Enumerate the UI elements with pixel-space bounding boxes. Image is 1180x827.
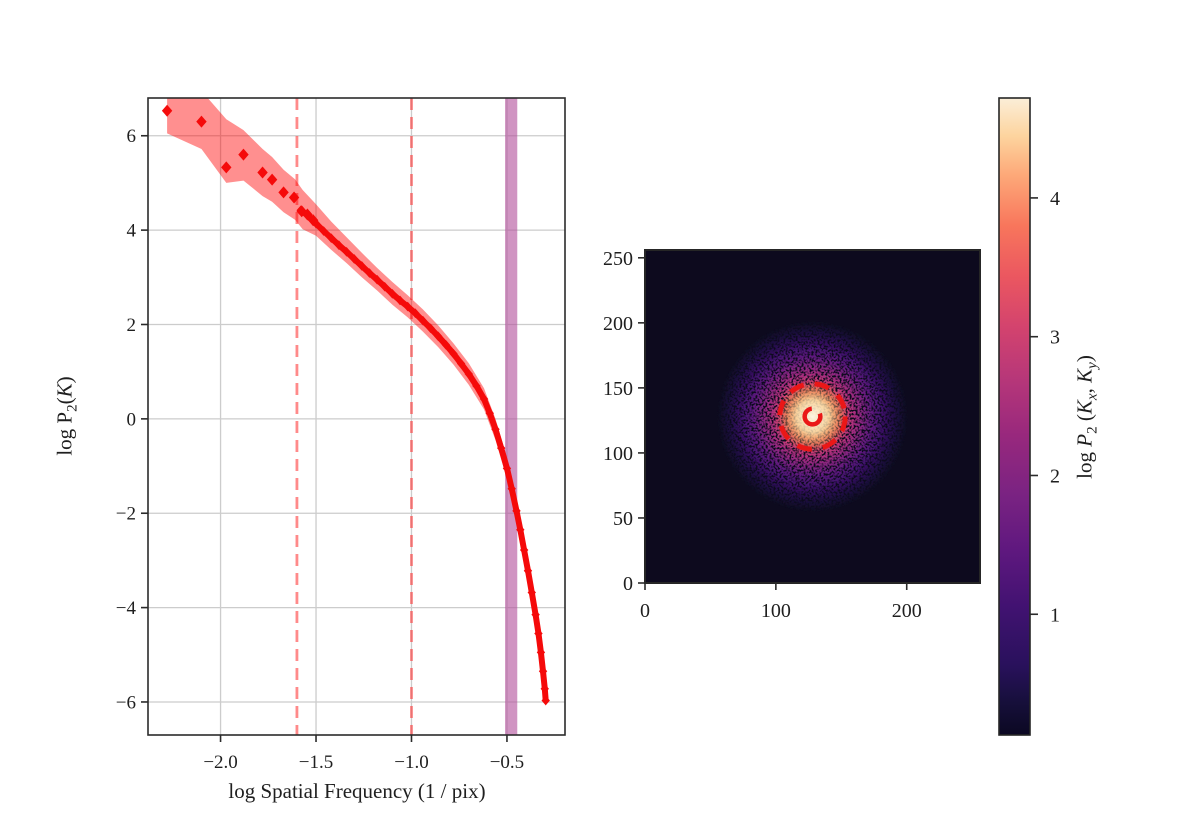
- colorbar-panel: 1 2 3 4: [998, 97, 1060, 736]
- heatmap-spines: [644, 249, 981, 584]
- line-marker: [418, 315, 428, 326]
- x-tick-label: −2.0: [203, 752, 237, 773]
- line-marker: [491, 424, 500, 435]
- line-marker: [536, 647, 546, 658]
- line-marker: [327, 233, 336, 243]
- scatter-marker: [238, 148, 249, 161]
- line-marker: [372, 274, 382, 285]
- line-marker: [434, 331, 443, 342]
- heatmap-x-tick-label: 100: [761, 600, 791, 622]
- line-marker: [395, 295, 405, 306]
- line-marker: [523, 565, 533, 576]
- line-marker: [527, 587, 536, 598]
- y-axis-label: log P2(K): [52, 376, 81, 456]
- x-tick-label: −1.0: [394, 752, 428, 773]
- heatmap-y-tick-label: 250: [603, 248, 633, 270]
- line-marker: [365, 268, 374, 278]
- heatmap-y-tick-label: 50: [613, 508, 633, 530]
- contour-circle-inner: [802, 406, 823, 427]
- contour-circle-outer: [777, 381, 848, 452]
- line-marker: [334, 240, 344, 251]
- heatmap-x-tick-label: 200: [892, 600, 922, 622]
- line-marker: [540, 683, 549, 694]
- scatter-marker: [221, 161, 232, 174]
- y-tick-label: −2: [116, 504, 136, 525]
- scatter-marker: [257, 166, 268, 179]
- heatmap-y-tick-label: 100: [603, 443, 633, 465]
- x-tick-label: −1.5: [299, 752, 333, 773]
- line-marker: [464, 369, 473, 379]
- line-marker: [479, 394, 489, 404]
- scatter-marker: [266, 173, 278, 186]
- line-marker: [380, 281, 389, 292]
- line-marker: [519, 545, 529, 555]
- x-tick-label: −0.5: [490, 752, 524, 773]
- scatter-marker: [302, 208, 313, 221]
- axes-spines: [147, 97, 566, 736]
- scatter-marker: [278, 186, 289, 199]
- colorbar-tick-label: 3: [1050, 327, 1060, 349]
- y-tick-label: 0: [127, 409, 137, 430]
- line-marker: [472, 381, 481, 391]
- line-marker: [319, 226, 328, 236]
- line-marker: [350, 254, 359, 264]
- line-marker: [449, 348, 458, 359]
- line-marker: [485, 408, 494, 418]
- line-marker: [516, 524, 525, 535]
- heatmap-panel: 0 100 200 0 50 100 150 200 250: [603, 248, 981, 622]
- line-marker: [541, 695, 550, 706]
- scatter-marker: [161, 104, 173, 117]
- line-marker: [534, 628, 543, 639]
- line-marker: [507, 483, 516, 494]
- colorbar-tick-label: 4: [1050, 188, 1060, 210]
- y-tick-label: 6: [127, 126, 137, 147]
- line-marker: [403, 301, 412, 312]
- colorbar-gradient: [998, 97, 1031, 736]
- heatmap-y-tick-label: 0: [623, 573, 633, 595]
- line-marker: [538, 666, 548, 677]
- line-marker: [456, 358, 466, 369]
- y-tick-label: 4: [127, 221, 137, 242]
- line-marker: [388, 289, 397, 299]
- line-marker: [411, 308, 420, 318]
- line-marker: [531, 609, 540, 620]
- heatmap-y-tick-label: 200: [603, 313, 633, 335]
- left-plot: −2.0 −1.5 −1.0 −0.5 6 4 2 0 −2 −4 −6: [116, 97, 566, 773]
- x-axis-label: log Spatial Frequency (1 / pix): [228, 779, 486, 803]
- colorbar-tick-label: 1: [1050, 604, 1060, 626]
- line-marker: [357, 261, 367, 271]
- line-marker: [342, 247, 351, 257]
- line-marker: [512, 506, 521, 516]
- heatmap-x-tick-label: 0: [640, 600, 650, 622]
- highlight-vband: [505, 98, 518, 735]
- scatter-marker: [196, 115, 207, 128]
- error-band: [167, 98, 546, 707]
- colorbar-label: log P2 (Kx, Ky): [1072, 355, 1101, 479]
- line-marker: [426, 323, 435, 334]
- scatter-marker: [288, 191, 300, 204]
- y-tick-label: −6: [116, 692, 136, 713]
- y-tick-label: 2: [127, 315, 137, 336]
- power-blob-core: [776, 380, 849, 453]
- heatmap-y-tick-label: 150: [603, 378, 633, 400]
- colorbar-tick-label: 2: [1050, 465, 1060, 487]
- y-tick-label: −4: [116, 598, 137, 619]
- scatter-marker: [307, 214, 319, 227]
- line-marker: [497, 443, 506, 453]
- line-marker: [502, 463, 512, 474]
- line-marker: [441, 339, 451, 350]
